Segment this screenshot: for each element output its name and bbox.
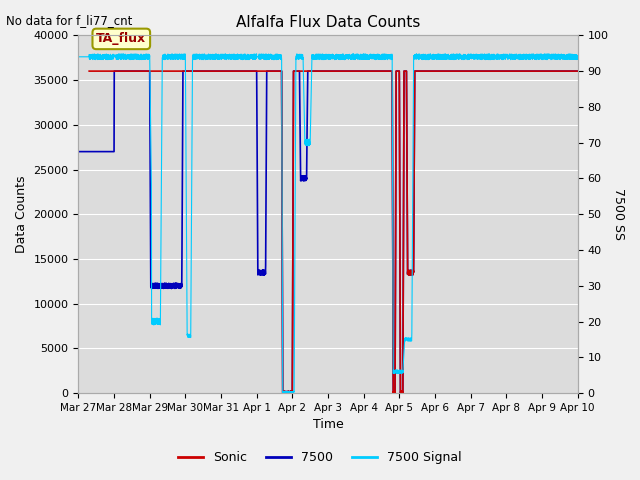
Legend: Sonic, 7500, 7500 Signal: Sonic, 7500, 7500 Signal (173, 446, 467, 469)
Title: Alfalfa Flux Data Counts: Alfalfa Flux Data Counts (236, 15, 420, 30)
Text: TA_flux: TA_flux (96, 33, 147, 46)
Y-axis label: Data Counts: Data Counts (15, 176, 28, 253)
Text: No data for f_li77_cnt: No data for f_li77_cnt (6, 14, 132, 27)
Y-axis label: 7500 SS: 7500 SS (612, 188, 625, 240)
X-axis label: Time: Time (312, 419, 344, 432)
